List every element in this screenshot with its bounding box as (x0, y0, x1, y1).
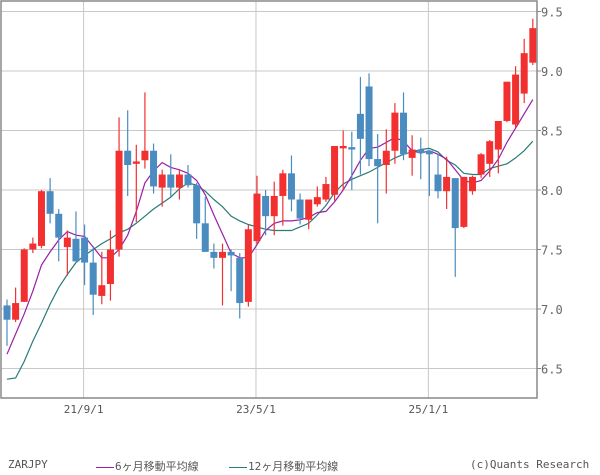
candle (124, 150, 132, 166)
candle (512, 74, 520, 125)
y-tick-label: 8.0 (541, 184, 563, 198)
candle (20, 249, 28, 302)
candle (339, 145, 347, 149)
candle (158, 174, 166, 188)
candle (184, 174, 192, 186)
candle (150, 150, 158, 187)
candle (72, 238, 80, 262)
candle (193, 185, 201, 224)
candle (46, 191, 54, 214)
candle (270, 195, 278, 217)
candle (460, 176, 468, 227)
candle (529, 28, 537, 63)
candle (391, 112, 399, 151)
candle (520, 53, 528, 94)
candle (374, 159, 382, 167)
legend-ma12: 12ヶ月移動平均線 (229, 458, 338, 474)
candlestick-chart: 9.5 9.0 8.5 8.0 7.5 7.0 6.5 21/9/1 23/5/1 25/1/1 (0, 0, 563, 416)
candle (167, 174, 175, 188)
candle (253, 193, 261, 242)
candle (486, 141, 494, 164)
candle (115, 150, 123, 250)
candle (348, 147, 356, 150)
legend-ma6-label: 6ヶ月移動平均線 (115, 460, 199, 473)
candle (3, 305, 11, 320)
candle (331, 145, 339, 195)
y-tick-label: 9.5 (541, 6, 563, 20)
candle (417, 149, 425, 154)
candle (425, 150, 433, 155)
candle (400, 112, 408, 155)
y-tick-label: 7.0 (541, 303, 563, 317)
legend-ma12-label: 12ヶ月移動平均線 (248, 460, 339, 473)
ma6-legend-swatch (96, 466, 114, 468)
candle (81, 237, 89, 263)
candle (219, 251, 226, 258)
x-tick-label: 25/1/1 (409, 403, 449, 416)
candle (141, 150, 149, 161)
candle (322, 184, 330, 200)
candle (296, 199, 304, 219)
candle (503, 81, 511, 121)
candle (98, 285, 106, 296)
x-axis-labels: 21/9/1 23/5/1 25/1/1 (64, 403, 449, 416)
candle (12, 303, 20, 320)
candle (434, 174, 442, 192)
x-tick-label: 23/5/1 (236, 403, 276, 416)
candle (477, 154, 485, 175)
candle (365, 86, 373, 160)
candle (132, 161, 140, 164)
candle (29, 243, 37, 250)
candle (313, 197, 321, 205)
ma12-legend-swatch (229, 466, 247, 468)
candle (89, 262, 97, 295)
y-tick-label: 9.0 (541, 65, 563, 79)
plot-border (0, 0, 538, 399)
candle (494, 120, 502, 150)
copyright: (c)Quants Research (470, 458, 590, 471)
candle (227, 251, 235, 256)
candle (408, 149, 416, 158)
candle (210, 251, 218, 258)
legend-ma6: 6ヶ月移動平均線 (96, 458, 199, 474)
candle (305, 199, 313, 220)
candle (37, 191, 45, 246)
candle (382, 150, 390, 166)
y-tick-label: 8.5 (541, 125, 563, 139)
candle (55, 213, 63, 238)
chart-footer: ZARJPY 6ヶ月移動平均線 12ヶ月移動平均線 (c)Quants Rese… (0, 456, 600, 474)
candle (356, 113, 364, 139)
candle (468, 176, 476, 192)
candle (201, 223, 209, 252)
candle (236, 257, 244, 304)
candle (443, 176, 451, 192)
x-tick-label: 21/9/1 (64, 403, 104, 416)
candles (3, 18, 537, 346)
candle (451, 178, 459, 229)
y-axis-labels: 9.5 9.0 8.5 8.0 7.5 7.0 6.5 (541, 6, 563, 377)
candle (262, 195, 270, 217)
candle (106, 249, 114, 285)
candle (287, 173, 295, 200)
symbol-label: ZARJPY (8, 458, 48, 471)
ma6-line (6, 99, 534, 355)
candle (63, 237, 71, 248)
candle (175, 174, 183, 188)
y-tick-label: 6.5 (541, 363, 563, 377)
candle (244, 229, 252, 302)
candle (279, 173, 287, 196)
y-tick-label: 7.5 (541, 244, 563, 258)
